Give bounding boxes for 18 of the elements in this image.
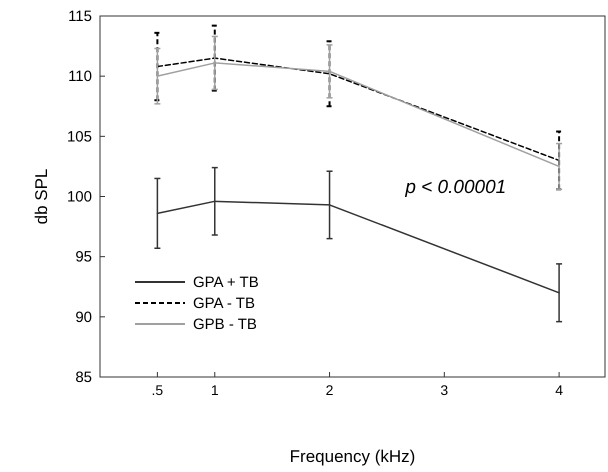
x-tick-label: .5 xyxy=(152,382,164,398)
legend-label: GPA + TB xyxy=(193,274,259,291)
y-tick-label: 95 xyxy=(75,248,92,266)
x-tick-label: 1 xyxy=(210,382,219,398)
annotation: p < 0.00001 xyxy=(404,176,506,198)
y-tick-label: 90 xyxy=(75,308,92,326)
y-axis-title: db SPL xyxy=(32,168,51,224)
legend-label: GPB - TB xyxy=(193,316,257,333)
x-tick-label: 3 xyxy=(440,382,448,398)
y-tick-label: 115 xyxy=(68,8,92,25)
y-tick-label: 105 xyxy=(66,128,92,146)
y-tick-label: 110 xyxy=(68,68,92,86)
y-tick-label: 100 xyxy=(66,188,92,206)
x-axis-title: Frequency (kHz) xyxy=(290,447,416,466)
x-tick-label: 2 xyxy=(326,382,334,398)
legend-label: GPA - TB xyxy=(193,295,255,312)
x-tick-label: 4 xyxy=(555,382,564,398)
y-tick-label: 85 xyxy=(75,369,92,386)
